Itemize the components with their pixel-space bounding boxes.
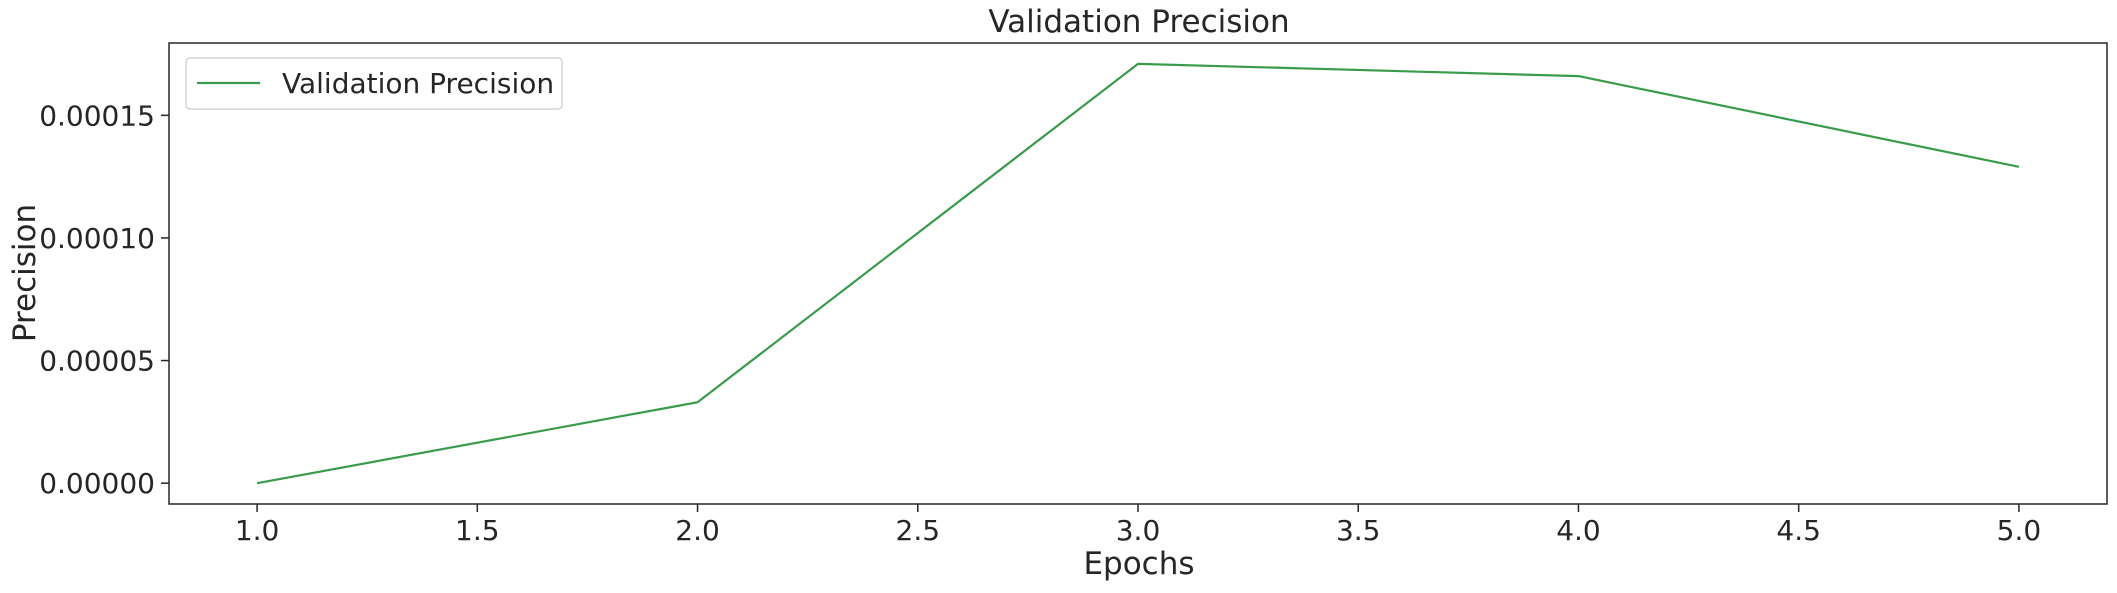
- series-line: [256, 62, 2020, 485]
- x-axis: 1.0 1.5 2.0 2.5 3.0 3.5 4.0 4.5 5.0: [235, 504, 2041, 547]
- chart-title: Validation Precision: [988, 4, 1289, 40]
- plot-area: [168, 42, 2108, 505]
- x-tick-label: 2.5: [896, 514, 941, 547]
- y-tick-label: 0.00005: [39, 345, 155, 378]
- y-tick-label: 0.00015: [39, 99, 155, 132]
- x-tick-label: 4.5: [1776, 514, 1821, 547]
- legend: Validation Precision: [185, 57, 563, 110]
- y-axis-label: Precision: [7, 204, 43, 342]
- x-tick-label: 1.5: [455, 514, 500, 547]
- x-tick-label: 4.0: [1556, 514, 1601, 547]
- x-axis-label: Epochs: [1083, 546, 1194, 582]
- plot-frame: [168, 42, 2108, 505]
- x-tick-label: 1.0: [235, 514, 280, 547]
- x-tick-label: 5.0: [1997, 514, 2042, 547]
- series-layer: [256, 62, 2020, 485]
- y-axis: 0.00000 0.00005 0.00010 0.00015: [39, 99, 169, 500]
- legend-label: Validation Precision: [282, 67, 554, 100]
- x-tick-label: 2.0: [675, 514, 720, 547]
- y-tick-label: 0.00000: [39, 467, 155, 500]
- y-tick-label: 0.00010: [39, 222, 155, 255]
- legend-box: [185, 57, 563, 110]
- x-tick-label: 3.0: [1116, 514, 1161, 547]
- x-tick-label: 3.5: [1336, 514, 1381, 547]
